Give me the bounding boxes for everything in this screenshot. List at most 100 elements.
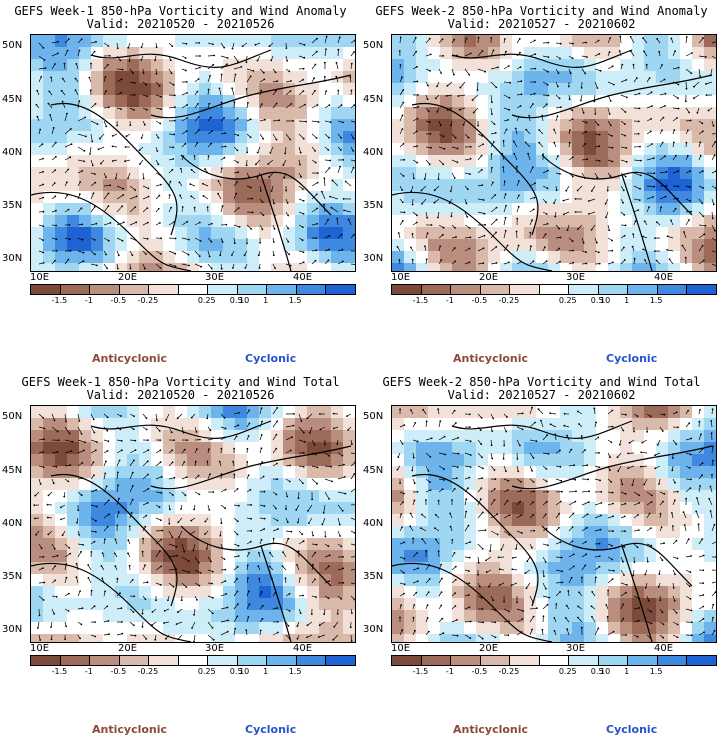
legend-anticyclonic: Anticyclonic xyxy=(453,352,529,365)
lat-label-45n: 45N xyxy=(2,465,23,476)
vorticity-map xyxy=(30,34,356,272)
panel-valid-dates: Valid: 20210520 - 20210526 xyxy=(86,17,275,31)
lat-label-35n: 35N xyxy=(2,571,23,582)
lat-label-40n: 40N xyxy=(363,518,384,529)
colorbar-bin-1 xyxy=(60,285,91,294)
colorbar-bin-8 xyxy=(628,285,658,294)
colorbar-scale-label: 10 xyxy=(600,296,611,305)
colorbar-tick-label: -1.5 xyxy=(412,667,429,676)
lat-label-30n: 30N xyxy=(363,624,384,635)
coastline-0 xyxy=(411,473,539,607)
coastline-0 xyxy=(50,102,178,236)
colorbar-bin-6 xyxy=(208,656,238,665)
coastline-5 xyxy=(451,49,633,68)
colorbar-bin-8 xyxy=(267,285,297,294)
legend-cyclonic: Cyclonic xyxy=(606,723,658,736)
colorbar-bin-10 xyxy=(326,285,356,294)
colorbar-bin-9 xyxy=(657,285,688,294)
panel-valid-dates: Valid: 20210527 - 20210602 xyxy=(447,388,636,402)
colorbar-tick-label: -1.5 xyxy=(51,667,68,676)
coastline-3 xyxy=(31,562,192,642)
colorbar-bin-2 xyxy=(451,285,481,294)
lon-label-40e: 40E xyxy=(654,272,674,283)
coastline-4 xyxy=(621,545,653,642)
coastline-4 xyxy=(621,174,653,271)
colorbar-bin-5 xyxy=(539,656,570,665)
panel-title: GEFS Week-2 850-hPa Vorticity and Wind T… xyxy=(382,375,701,389)
colorbar-tick-label: 1.5 xyxy=(288,296,302,305)
lon-label-30e: 30E xyxy=(205,643,225,654)
colorbar-bin-0 xyxy=(31,656,61,665)
colorbar-tick-label: -1 xyxy=(445,667,454,676)
colorbar-tick-label: -1 xyxy=(84,667,93,676)
colorbar xyxy=(30,655,356,666)
colorbar-tick-label: -1 xyxy=(445,296,454,305)
legend-cyclonic: Cyclonic xyxy=(245,723,297,736)
lat-label-45n: 45N xyxy=(363,94,384,105)
colorbar-bin-0 xyxy=(392,285,422,294)
colorbar-bin-6 xyxy=(208,285,238,294)
colorbar-bin-6 xyxy=(569,656,599,665)
lat-label-40n: 40N xyxy=(363,147,384,158)
colorbar-bin-6 xyxy=(569,285,599,294)
colorbar-bin-3 xyxy=(480,656,511,665)
lat-label-40n: 40N xyxy=(2,147,23,158)
lon-label-40e: 40E xyxy=(293,272,313,283)
colorbar-bin-4 xyxy=(510,285,540,294)
colorbar-tick-label: 0.5 xyxy=(590,296,604,305)
colorbar-bin-7 xyxy=(237,285,268,294)
colorbar-bin-7 xyxy=(598,656,629,665)
colorbar-tick-label: -0.5 xyxy=(471,667,488,676)
legend-anticyclonic: Anticyclonic xyxy=(92,723,168,736)
vorticity-map xyxy=(391,405,717,643)
colorbar-tick-label: -0.5 xyxy=(110,667,127,676)
coastline-4 xyxy=(260,174,292,271)
coastline-5 xyxy=(90,49,272,68)
coastline-4 xyxy=(260,545,292,642)
colorbar-bin-4 xyxy=(149,656,179,665)
coastline-1 xyxy=(511,74,713,119)
panel-valid-dates: Valid: 20210520 - 20210526 xyxy=(86,388,275,402)
colorbar-tick-label: -0.25 xyxy=(498,296,520,305)
colorbar-tick-label: 1.5 xyxy=(288,667,302,676)
colorbar-bin-10 xyxy=(687,285,717,294)
coastline-0 xyxy=(411,102,539,236)
lon-label-40e: 40E xyxy=(654,643,674,654)
lat-label-50n: 50N xyxy=(363,40,384,51)
colorbar-tick-label: 0.25 xyxy=(558,296,577,305)
coastline-1 xyxy=(511,445,713,490)
colorbar-bin-10 xyxy=(326,656,356,665)
colorbar-scale-label: 10 xyxy=(239,667,250,676)
colorbar-tick-label: 1 xyxy=(624,296,630,305)
colorbar-bin-8 xyxy=(628,656,658,665)
lon-label-30e: 30E xyxy=(205,272,225,283)
colorbar-bin-0 xyxy=(392,656,422,665)
colorbar-tick-label: 0.25 xyxy=(558,667,577,676)
colorbar-bin-1 xyxy=(60,656,91,665)
coastline-3 xyxy=(392,562,553,642)
vorticity-map xyxy=(391,34,717,272)
colorbar-tick-label: 0.25 xyxy=(197,667,216,676)
coastline-5 xyxy=(90,420,272,439)
lon-label-20e: 20E xyxy=(479,643,499,654)
lat-label-45n: 45N xyxy=(363,465,384,476)
legend-anticyclonic: Anticyclonic xyxy=(92,352,168,365)
colorbar-bin-4 xyxy=(149,285,179,294)
colorbar-tick-label: 1 xyxy=(624,667,630,676)
colorbar-bin-7 xyxy=(598,285,629,294)
colorbar-tick-label: 0.25 xyxy=(197,296,216,305)
map-panel-1: GEFS Week-1 850-hPa Vorticity and Wind A… xyxy=(0,0,361,371)
map-panel-4: GEFS Week-2 850-hPa Vorticity and Wind T… xyxy=(361,371,722,742)
colorbar-bin-3 xyxy=(480,285,511,294)
lon-label-10e: 10E xyxy=(391,643,411,654)
coastline-3 xyxy=(31,191,192,271)
colorbar-tick-label: 0.5 xyxy=(229,296,243,305)
colorbar-bin-9 xyxy=(296,285,327,294)
colorbar-bin-2 xyxy=(90,285,120,294)
colorbar-bin-2 xyxy=(451,656,481,665)
colorbar-bin-5 xyxy=(178,656,209,665)
panel-title: GEFS Week-1 850-hPa Vorticity and Wind T… xyxy=(21,375,340,389)
colorbar-bin-5 xyxy=(539,285,570,294)
colorbar-bin-9 xyxy=(657,656,688,665)
lon-label-20e: 20E xyxy=(118,643,138,654)
